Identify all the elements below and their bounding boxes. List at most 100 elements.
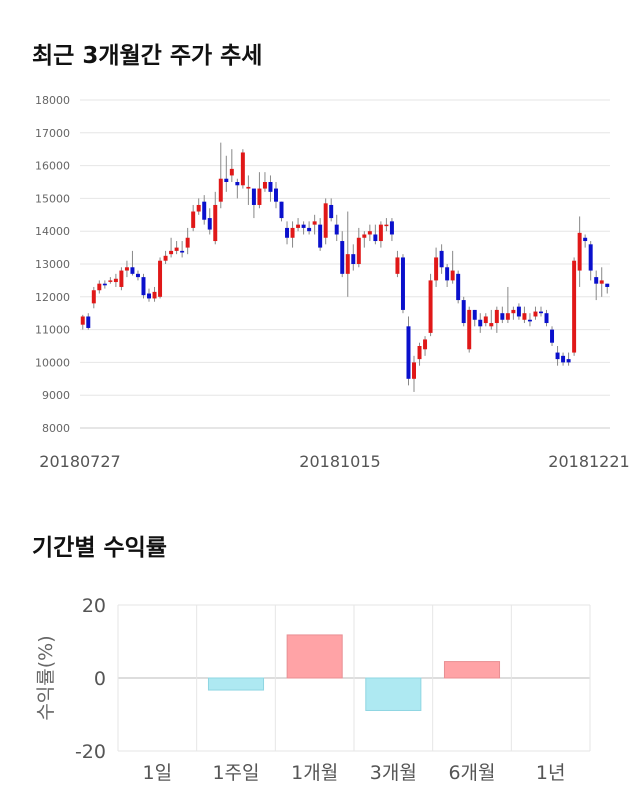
candle-body (147, 293, 151, 299)
candle-body (472, 309, 477, 320)
candle (389, 218, 394, 242)
candle-body (196, 204, 201, 212)
candle-body (561, 355, 566, 363)
candle-body (152, 291, 157, 299)
candle-body (527, 319, 532, 322)
candle-body (406, 326, 411, 379)
candle-body (312, 221, 317, 225)
candle-body (516, 306, 521, 317)
candle-body (318, 224, 323, 248)
candle-body (505, 313, 510, 320)
candle-body (191, 211, 196, 228)
candle-body (378, 224, 383, 242)
candle (158, 257, 163, 299)
candle (351, 244, 356, 271)
x-tick-label: 20181015 (299, 452, 380, 471)
candle (345, 211, 350, 297)
candle-body (97, 283, 102, 291)
candle (378, 221, 383, 248)
candle (91, 286, 96, 309)
candle (296, 218, 301, 232)
x-tick-label: 20180727 (39, 452, 120, 471)
candle (113, 273, 118, 287)
candle (539, 306, 543, 317)
candle-body (417, 346, 422, 360)
candle-body (461, 300, 466, 324)
candle-body (102, 283, 107, 286)
candle-body (384, 224, 389, 227)
candle-body (246, 186, 251, 189)
candle (561, 352, 566, 366)
candle (329, 198, 334, 222)
candle (174, 241, 179, 255)
return-chart-title: 기간별 수익률 (32, 535, 167, 561)
candle (467, 306, 472, 353)
candle-body (174, 247, 179, 251)
candle-body (169, 250, 174, 255)
candle (318, 218, 323, 251)
candle (428, 273, 433, 337)
candle (147, 288, 151, 302)
y-tick-label: 16000 (35, 160, 70, 173)
candle-body (395, 257, 400, 274)
candle (356, 227, 361, 268)
candle-body (500, 313, 505, 320)
candle-body (301, 224, 306, 228)
candle (599, 267, 604, 297)
candle-body (544, 313, 549, 324)
candle (511, 306, 516, 320)
candle-body (229, 168, 234, 176)
candle (406, 316, 411, 386)
candle-body (522, 313, 527, 320)
y-tick-label: 10000 (35, 356, 70, 369)
candle-body (345, 254, 350, 274)
candle (445, 264, 450, 287)
candle-body (467, 309, 472, 350)
candle-body (329, 204, 334, 219)
category-label: 1주일 (212, 762, 259, 784)
candle-body (323, 203, 328, 238)
candle (218, 142, 223, 209)
candle-body (412, 362, 416, 379)
category-label: 3개월 (370, 762, 417, 784)
candle (400, 254, 405, 314)
candle-body (91, 290, 96, 304)
candle-body (185, 237, 190, 248)
candle-body (594, 277, 599, 284)
candle-body (268, 182, 273, 192)
candle-body (240, 152, 245, 186)
candle (412, 355, 416, 392)
candle-body (119, 270, 124, 287)
candle (163, 250, 168, 264)
category-label: 1년 (536, 762, 566, 784)
y-tick-label: 8000 (42, 422, 70, 435)
candle-body (583, 237, 588, 242)
candle (285, 221, 290, 245)
candle-body (478, 319, 483, 327)
candle-body (489, 323, 494, 327)
candle (97, 280, 102, 294)
candle-body (566, 359, 571, 363)
candle (124, 260, 129, 278)
candle (135, 270, 140, 281)
candle-body (124, 267, 129, 271)
return-bar (365, 677, 422, 711)
candle-body (213, 204, 218, 242)
candle-body (456, 273, 461, 301)
candle-body (550, 329, 555, 343)
candle (141, 273, 146, 299)
x-tick-label: 20181221 (548, 452, 629, 471)
candle-body (439, 250, 444, 268)
candle-body (180, 250, 185, 253)
candle-body (572, 260, 577, 353)
candle (478, 313, 483, 333)
return-bar (443, 661, 501, 679)
candle-body (434, 257, 439, 281)
candle (279, 201, 284, 222)
candle-body (362, 234, 367, 238)
candle (417, 342, 422, 366)
candle (500, 306, 505, 324)
candle-body (224, 178, 229, 182)
y-tick-label: 15000 (35, 192, 70, 205)
candle-body (307, 227, 312, 232)
